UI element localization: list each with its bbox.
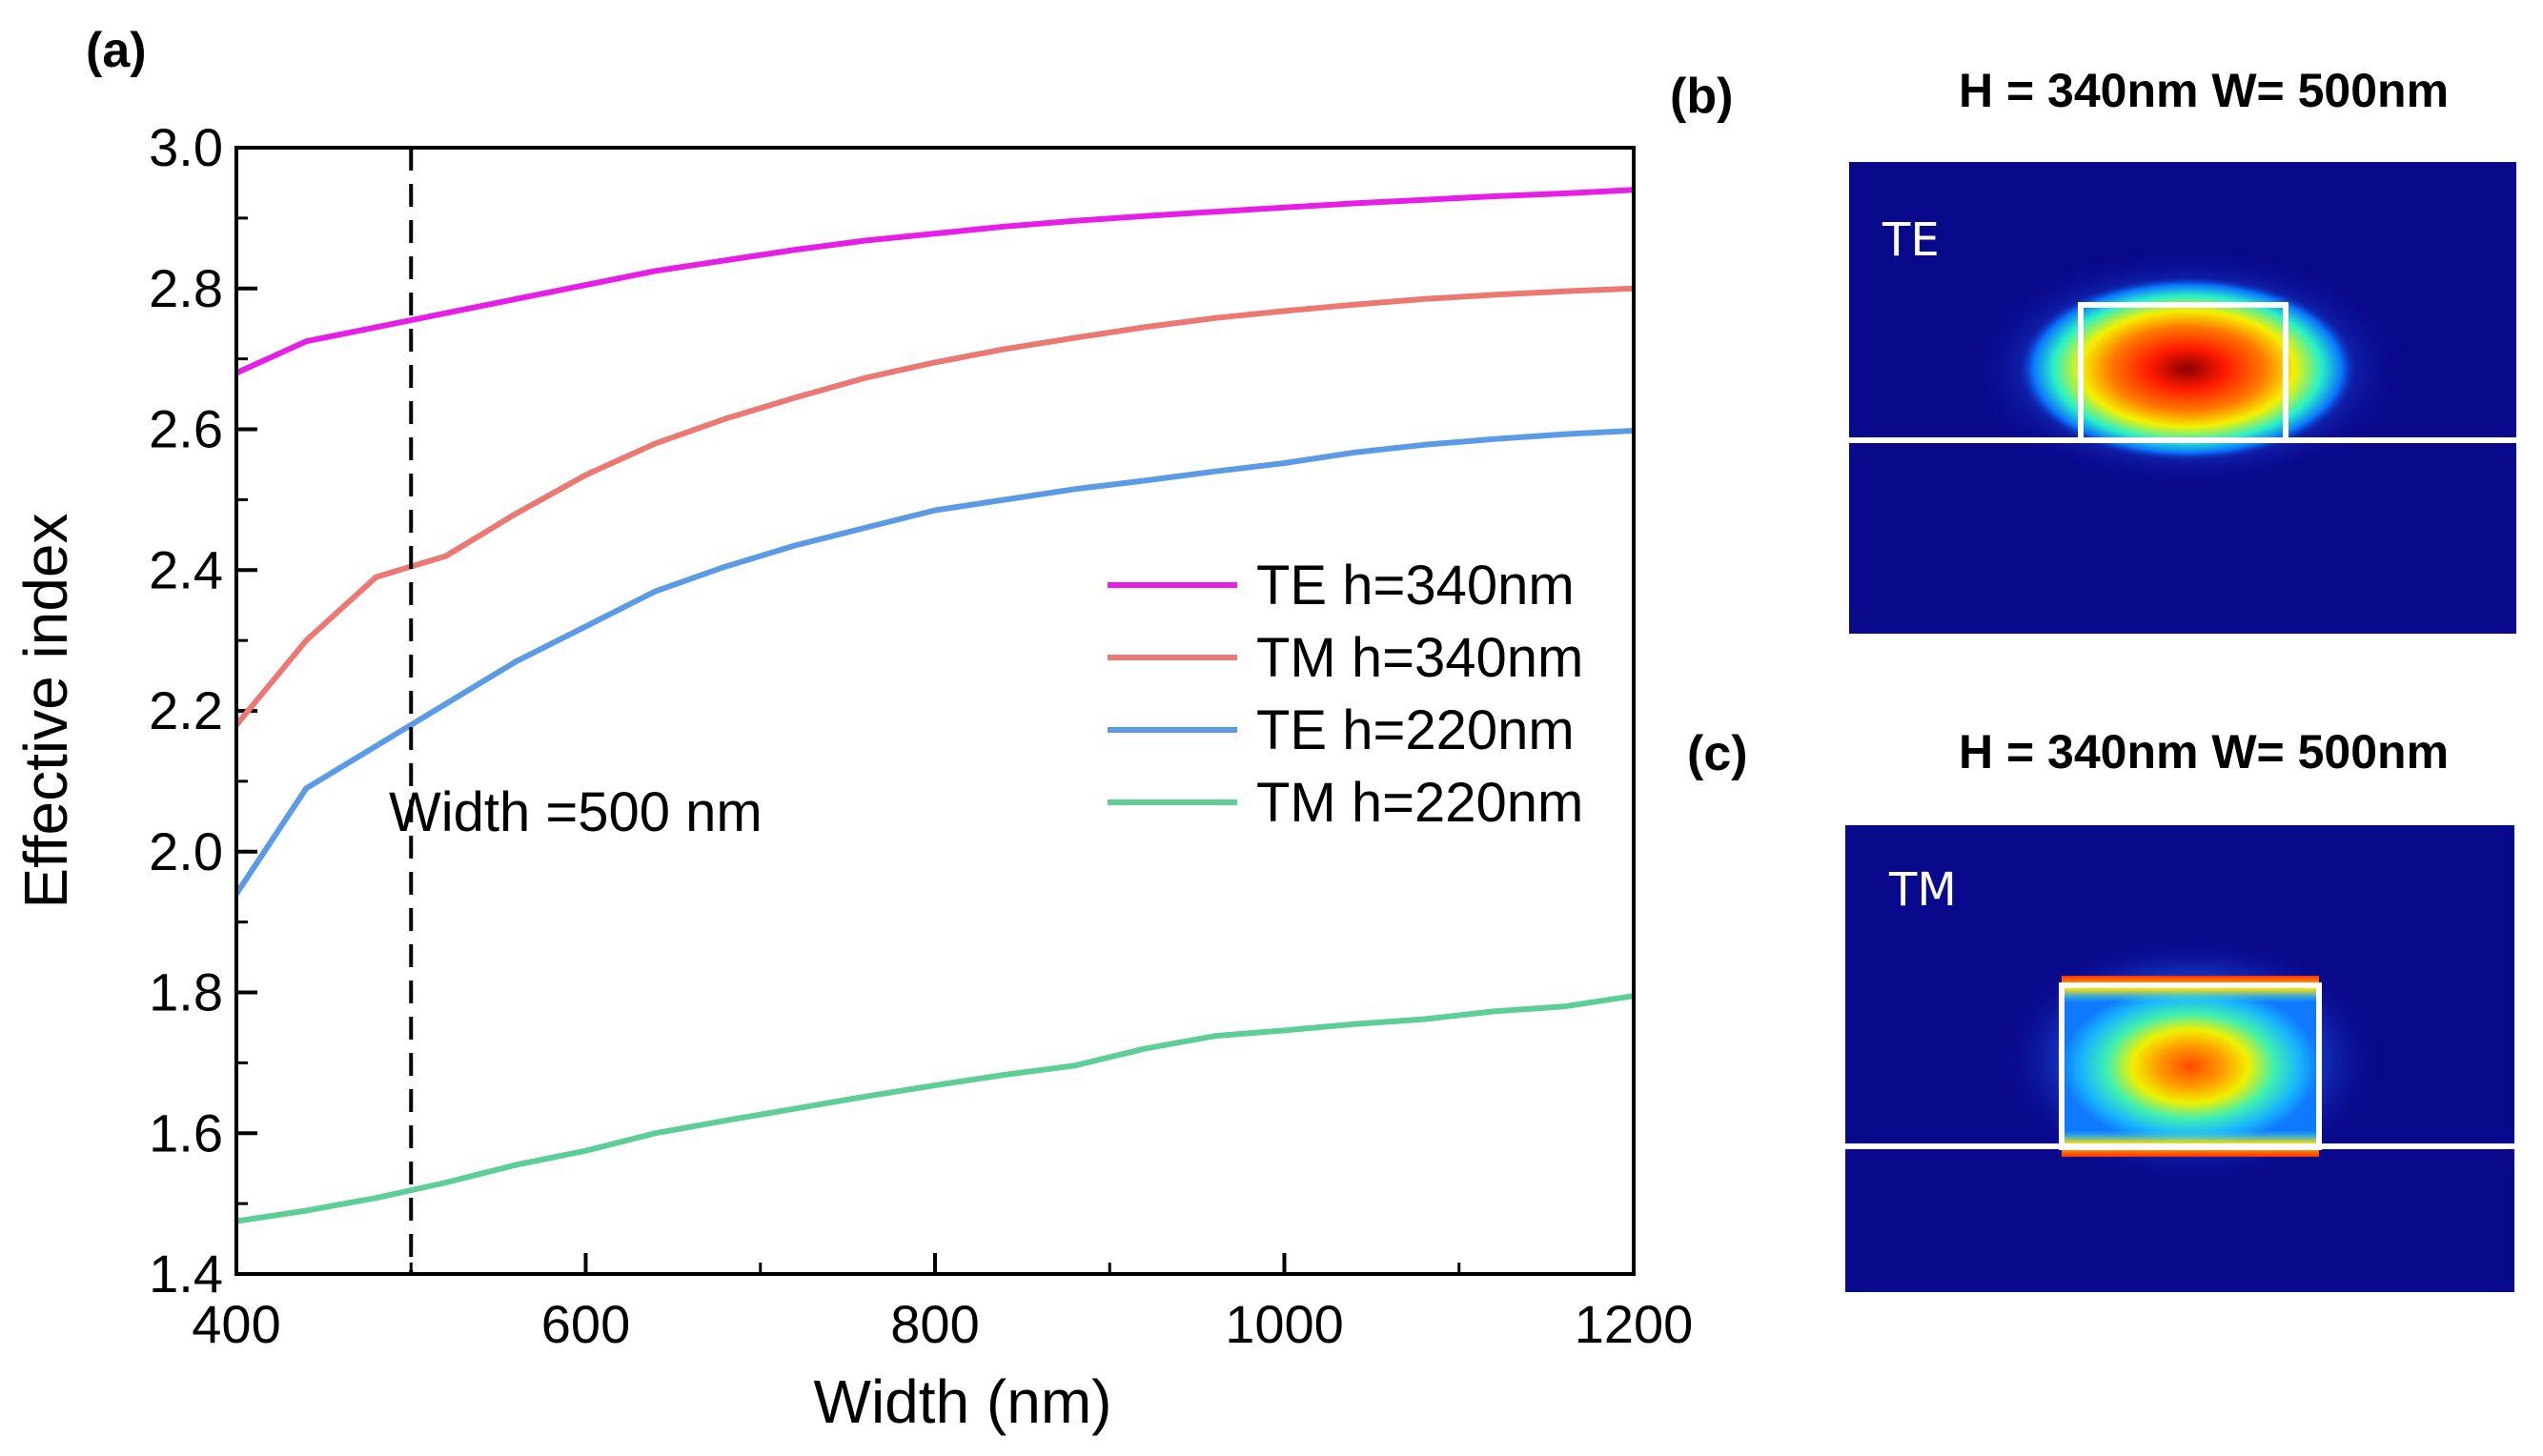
legend-label-1: TM h=340nm (1256, 627, 1583, 689)
legend-label-2: TE h=220nm (1256, 699, 1575, 761)
x-tick-label: 400 (192, 1294, 280, 1354)
tm-mode-label: TM (1888, 863, 1957, 917)
panel-b-title: H = 340nm W= 500nm (1959, 64, 2449, 117)
plot-frame (234, 146, 1636, 1276)
y-tick-label: 1.4 (149, 1244, 223, 1304)
y-tick-label: 2.4 (149, 539, 223, 599)
y-tick-label: 1.8 (149, 962, 223, 1022)
tm-mode-field-map (1845, 825, 2514, 1292)
x-axis-title: Width (nm) (814, 1367, 1112, 1436)
panel-label-b: (b) (1670, 69, 1733, 124)
panel-label-c: (c) (1687, 726, 1748, 781)
x-tick-label: 1200 (1575, 1294, 1694, 1354)
series-line-0 (234, 187, 1635, 376)
legend-label-3: TM h=220nm (1256, 772, 1583, 834)
x-tick-label: 1000 (1225, 1294, 1344, 1354)
series-lines (234, 187, 1635, 1224)
legend-label-0: TE h=340nm (1256, 555, 1575, 617)
series-line-3 (235, 993, 1635, 1224)
axis-ticks: 400 600 800 1000 1200 1.4 1.6 1.8 2.0 2.2 2.4 2.6 2.… (149, 117, 1693, 1354)
series-line-1 (234, 285, 1635, 727)
y-tick-label: 1.6 (149, 1102, 223, 1163)
y-tick-label: 2.0 (149, 821, 223, 881)
x-tick-label: 800 (890, 1294, 979, 1354)
panel-c-title: H = 340nm W= 500nm (1959, 725, 2449, 779)
x-tick-label: 600 (541, 1294, 630, 1354)
y-tick-label: 2.2 (149, 680, 223, 740)
y-axis-title: Effective index (11, 513, 80, 908)
te-mode-field-map (1849, 162, 2516, 634)
series-line-2 (234, 428, 1635, 896)
vline-annotation: Width =500 nm (389, 781, 763, 843)
legend: TE h=340nm TM h=340nm TE h=220nm TM h=220nm (1108, 555, 1583, 834)
te-mode-label: TE (1882, 213, 1940, 267)
y-tick-label: 2.6 (149, 399, 223, 459)
panel-label-a: (a) (86, 23, 147, 78)
y-tick-label: 3.0 (149, 117, 223, 177)
line-chart: 400 600 800 1000 1200 1.4 1.6 1.8 2.0 2.2 2.4 2.6 2.… (149, 117, 1693, 1354)
y-tick-label: 2.8 (149, 258, 223, 318)
